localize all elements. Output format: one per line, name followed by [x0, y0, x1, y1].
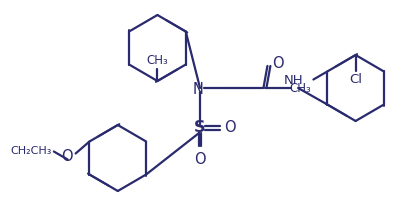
Text: N: N	[193, 81, 204, 96]
Text: O: O	[224, 120, 236, 135]
Text: O: O	[61, 149, 73, 164]
Text: S: S	[194, 120, 206, 135]
Text: CH₃: CH₃	[290, 81, 311, 95]
Text: CH₂CH₃: CH₂CH₃	[10, 145, 52, 155]
Text: CH₃: CH₃	[147, 54, 168, 67]
Text: O: O	[194, 152, 206, 167]
Text: O: O	[272, 56, 284, 71]
Text: Cl: Cl	[349, 73, 362, 86]
Text: NH: NH	[284, 74, 303, 87]
